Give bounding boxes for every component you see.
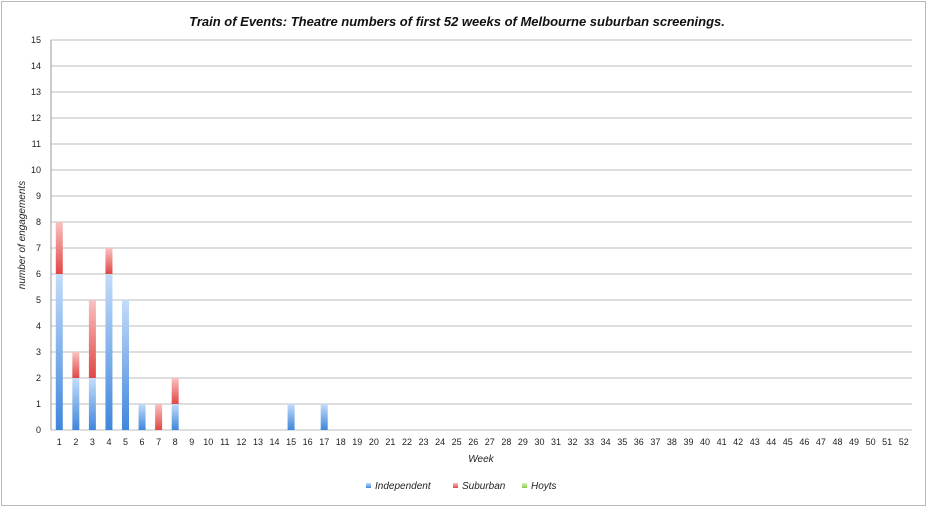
bar-independent-week-17 bbox=[320, 404, 328, 430]
y-tick-label: 1 bbox=[36, 399, 41, 409]
y-tick-label: 2 bbox=[36, 373, 41, 383]
x-tick-label: 17 bbox=[319, 437, 329, 447]
x-tick-label: 48 bbox=[832, 437, 842, 447]
y-tick-label: 0 bbox=[36, 425, 41, 435]
x-tick-label: 20 bbox=[369, 437, 379, 447]
bar-independent-week-2 bbox=[72, 378, 80, 430]
legend-label-suburban: Suburban bbox=[462, 481, 506, 492]
x-tick-label: 37 bbox=[650, 437, 660, 447]
y-tick-label: 13 bbox=[31, 87, 41, 97]
x-tick-label: 16 bbox=[303, 437, 313, 447]
x-tick-label: 7 bbox=[156, 437, 161, 447]
x-tick-label: 3 bbox=[90, 437, 95, 447]
y-tick-label: 6 bbox=[36, 269, 41, 279]
y-tick-label: 3 bbox=[36, 347, 41, 357]
x-tick-label: 47 bbox=[816, 437, 826, 447]
legend-label-independent: Independent bbox=[375, 481, 432, 492]
legend: Independent Suburban Hoyts bbox=[366, 481, 557, 492]
y-tick-label: 14 bbox=[31, 61, 41, 71]
x-tick-label: 41 bbox=[717, 437, 727, 447]
x-tick-label: 12 bbox=[236, 437, 246, 447]
x-tick-label: 36 bbox=[634, 437, 644, 447]
bar-suburban-week-8 bbox=[171, 378, 179, 404]
bar-independent-week-15 bbox=[287, 404, 295, 430]
x-tick-label: 44 bbox=[766, 437, 776, 447]
bar-independent-week-3 bbox=[88, 378, 96, 430]
x-tick-label: 45 bbox=[783, 437, 793, 447]
y-tick-label: 10 bbox=[31, 165, 41, 175]
bar-independent-week-6 bbox=[138, 404, 146, 430]
bar-independent-week-4 bbox=[105, 274, 113, 430]
y-tick-label: 8 bbox=[36, 217, 41, 227]
x-tick-label: 51 bbox=[882, 437, 892, 447]
x-tick-label: 22 bbox=[402, 437, 412, 447]
x-tick-label: 2 bbox=[73, 437, 78, 447]
x-tick-label: 21 bbox=[385, 437, 395, 447]
y-tick-label: 11 bbox=[32, 139, 41, 149]
x-tick-label: 6 bbox=[140, 437, 145, 447]
bar-independent-week-5 bbox=[122, 300, 130, 430]
x-tick-label: 42 bbox=[733, 437, 743, 447]
x-tick-label: 29 bbox=[518, 437, 528, 447]
x-tick-label: 10 bbox=[203, 437, 213, 447]
y-tick-label: 7 bbox=[36, 243, 41, 253]
bar-suburban-week-3 bbox=[88, 300, 96, 378]
x-tick-label: 23 bbox=[419, 437, 429, 447]
x-tick-label: 32 bbox=[568, 437, 578, 447]
x-axis-ticks: 1 2 3 4 5 6 7 8 9 10 11 12 13 14 15 16 17 18 19 20 21 22 23 24 2… bbox=[57, 437, 909, 447]
x-tick-label: 49 bbox=[849, 437, 859, 447]
x-tick-label: 33 bbox=[584, 437, 594, 447]
x-tick-label: 4 bbox=[106, 437, 111, 447]
x-tick-label: 8 bbox=[173, 437, 178, 447]
legend-swatch-independent bbox=[366, 483, 371, 488]
y-tick-label: 9 bbox=[36, 191, 41, 201]
x-tick-label: 52 bbox=[899, 437, 909, 447]
y-tick-label: 12 bbox=[31, 113, 41, 123]
x-tick-label: 15 bbox=[286, 437, 296, 447]
x-tick-label: 13 bbox=[253, 437, 263, 447]
x-tick-label: 18 bbox=[336, 437, 346, 447]
gridlines bbox=[50, 39, 912, 431]
legend-label-hoyts: Hoyts bbox=[531, 481, 557, 492]
y-tick-label: 4 bbox=[36, 321, 41, 331]
y-tick-label: 15 bbox=[31, 35, 41, 45]
x-tick-label: 14 bbox=[270, 437, 280, 447]
bar-suburban-week-4 bbox=[105, 248, 113, 274]
bars bbox=[55, 222, 328, 430]
x-tick-label: 9 bbox=[189, 437, 194, 447]
bar-independent-week-8 bbox=[171, 404, 179, 430]
bar-suburban-week-2 bbox=[72, 352, 80, 378]
bar-suburban-week-7 bbox=[155, 404, 163, 430]
x-tick-label: 27 bbox=[485, 437, 495, 447]
x-tick-label: 34 bbox=[601, 437, 611, 447]
x-tick-label: 25 bbox=[452, 437, 462, 447]
bar-suburban-week-1 bbox=[55, 222, 63, 274]
x-tick-label: 28 bbox=[501, 437, 511, 447]
x-tick-label: 24 bbox=[435, 437, 445, 447]
x-tick-label: 38 bbox=[667, 437, 677, 447]
x-tick-label: 11 bbox=[220, 437, 229, 447]
y-tick-label: 5 bbox=[36, 295, 41, 305]
x-tick-label: 39 bbox=[683, 437, 693, 447]
x-tick-label: 19 bbox=[352, 437, 362, 447]
x-tick-label: 46 bbox=[799, 437, 809, 447]
x-tick-label: 35 bbox=[617, 437, 627, 447]
x-tick-label: 31 bbox=[551, 437, 561, 447]
x-tick-label: 50 bbox=[866, 437, 876, 447]
x-tick-label: 40 bbox=[700, 437, 710, 447]
chart-title: Train of Events: Theatre numbers of firs… bbox=[189, 14, 725, 29]
x-tick-label: 30 bbox=[534, 437, 544, 447]
x-tick-label: 26 bbox=[468, 437, 478, 447]
legend-swatch-suburban bbox=[453, 483, 458, 488]
x-axis-label: Week bbox=[468, 454, 494, 465]
x-tick-label: 1 bbox=[57, 437, 62, 447]
x-tick-label: 5 bbox=[123, 437, 128, 447]
legend-swatch-hoyts bbox=[522, 483, 527, 488]
bar-independent-week-1 bbox=[55, 274, 63, 430]
y-axis-label: number of engagements bbox=[17, 181, 28, 289]
x-tick-label: 43 bbox=[750, 437, 760, 447]
